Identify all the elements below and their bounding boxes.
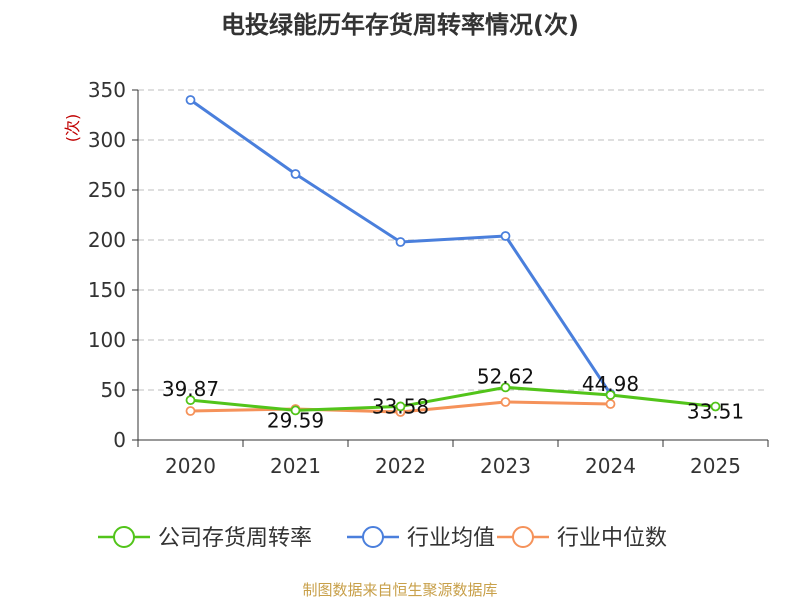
series-line xyxy=(190,385,716,412)
data-point[interactable] xyxy=(710,401,721,412)
series-layer: 39.87 29.59 33.58 52.62 44.98 33.51 xyxy=(162,95,744,432)
data-point[interactable] xyxy=(500,382,511,393)
data-point[interactable] xyxy=(500,397,511,407)
y-tick-label: 350 xyxy=(88,78,126,102)
data-label: 33.51 xyxy=(687,399,744,423)
data-point[interactable] xyxy=(185,395,196,406)
legend-item[interactable]: 公司存货周转率 xyxy=(98,526,312,551)
data-point[interactable] xyxy=(185,95,196,105)
data-point[interactable] xyxy=(395,401,406,412)
legend-marker xyxy=(113,526,135,548)
x-tick-label: 2022 xyxy=(375,454,426,478)
data-point[interactable] xyxy=(395,237,406,247)
x-tick-label: 2021 xyxy=(270,454,321,478)
legend-marker xyxy=(362,526,384,548)
data-label: 29.59 xyxy=(267,408,324,432)
y-tick-label: 50 xyxy=(101,378,126,402)
y-tick-label: 300 xyxy=(88,128,126,152)
y-tick-label: 250 xyxy=(88,178,126,202)
legend-label: 公司存货周转率 xyxy=(158,526,312,551)
data-point[interactable] xyxy=(185,406,196,416)
y-axis-unit-label: (次) xyxy=(63,114,82,143)
y-tick-label: 150 xyxy=(88,278,126,302)
legend-label: 行业中位数 xyxy=(557,526,667,551)
data-point[interactable] xyxy=(500,231,511,241)
axes: 0 50 100 150 200 250 300 350 2020 2021 2022 2023 202… xyxy=(88,78,769,478)
legend-item[interactable]: 行业均值 xyxy=(347,526,495,551)
data-point[interactable] xyxy=(290,169,301,179)
legend-item[interactable]: 行业中位数 xyxy=(497,526,667,551)
data-point[interactable] xyxy=(290,405,301,416)
y-tick-label: 0 xyxy=(113,428,126,452)
x-tick-label: 2024 xyxy=(585,454,636,478)
data-label: 44.98 xyxy=(582,372,639,396)
data-label: 33.58 xyxy=(372,394,429,418)
x-tick-label: 2025 xyxy=(690,454,741,478)
legend-label: 行业均值 xyxy=(407,526,495,551)
data-label: 52.62 xyxy=(477,364,534,388)
data-label: 39.87 xyxy=(162,377,219,401)
x-tick-label: 2023 xyxy=(480,454,531,478)
y-tick-label: 100 xyxy=(88,328,126,352)
gridlines xyxy=(138,89,768,391)
legend[interactable]: 公司存货周转率 行业均值 行业中位数 xyxy=(98,526,667,551)
x-tick-label: 2020 xyxy=(165,454,216,478)
data-point[interactable] xyxy=(605,399,616,409)
legend-marker xyxy=(512,526,534,548)
chart-title: 电投绿能历年存货周转率情况(次) xyxy=(221,11,579,39)
series-line xyxy=(189,98,612,395)
data-point[interactable] xyxy=(605,390,616,400)
y-tick-label: 200 xyxy=(88,228,126,252)
source-note: 制图数据来自恒生聚源数据库 xyxy=(302,581,497,599)
